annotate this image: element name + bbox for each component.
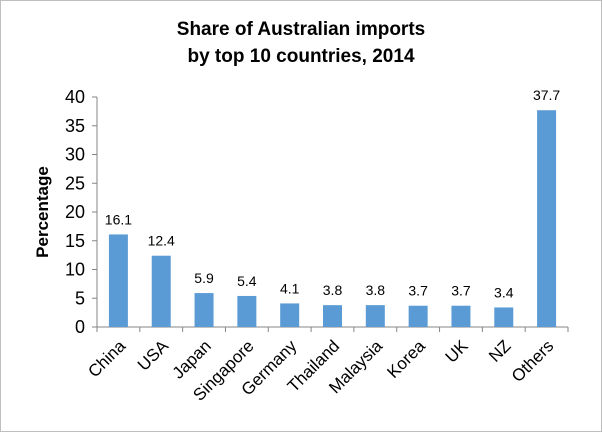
bar-thailand	[323, 305, 342, 327]
category-label: Others	[508, 336, 558, 386]
category-label: NZ	[485, 336, 514, 365]
category-label: China	[84, 336, 129, 381]
chart-title-line-1: Share of Australian imports	[176, 19, 426, 40]
category-label: Korea	[383, 336, 429, 382]
data-label: 3.8	[366, 282, 386, 298]
y-tick-label: 5	[75, 288, 85, 308]
bars	[108, 110, 557, 327]
category-label: USA	[134, 336, 173, 375]
y-tick-label: 10	[65, 260, 85, 280]
category-label: UK	[442, 336, 473, 367]
y-tick-label: 25	[65, 173, 85, 193]
data-label: 3.7	[451, 283, 471, 299]
y-axis-label: Percentage	[33, 166, 52, 258]
data-label: 16.1	[105, 211, 132, 227]
data-label: 12.4	[148, 233, 175, 249]
data-label: 3.8	[323, 282, 343, 298]
y-tick-label: 0	[75, 317, 85, 337]
data-label: 5.9	[194, 270, 214, 286]
bar-uk	[451, 305, 471, 327]
data-label: 37.7	[533, 87, 560, 103]
bar-others	[537, 110, 557, 327]
bar-malaysia	[365, 305, 385, 327]
data-label: 5.4	[237, 273, 257, 289]
bar-korea	[408, 305, 428, 327]
bar-china	[108, 234, 128, 327]
y-tick-label: 20	[65, 202, 85, 222]
chart-title-line-2: by top 10 countries, 2014	[187, 46, 415, 67]
data-label: 3.4	[494, 284, 514, 300]
bar-singapore	[237, 295, 257, 327]
y-tick-label: 40	[65, 87, 85, 107]
labels: 051015202530354016.1China12.4USA5.9Japan…	[65, 87, 560, 405]
y-tick-label: 30	[65, 145, 85, 165]
chart-title: Share of Australian imports by top 10 co…	[0, 16, 602, 70]
data-label: 4.1	[280, 280, 300, 296]
bar-nz	[494, 307, 514, 327]
y-tick-label: 35	[65, 116, 85, 136]
y-tick-label: 15	[65, 231, 85, 251]
data-label: 3.7	[408, 283, 428, 299]
bar-usa	[151, 255, 171, 327]
bar-japan	[194, 293, 214, 327]
bar-germany	[280, 303, 300, 327]
